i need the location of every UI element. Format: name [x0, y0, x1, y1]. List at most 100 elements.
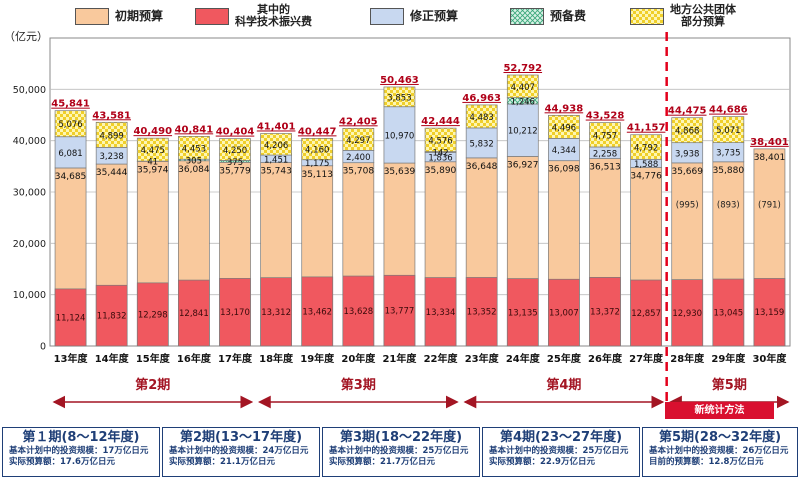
label-local: 4,250	[223, 146, 247, 156]
label-total: 40,490	[133, 126, 172, 137]
label-initial: 35,779	[219, 166, 251, 176]
label-initial: 35,639	[384, 167, 416, 177]
period-label: 第3期	[341, 377, 376, 393]
bar-local-budget	[301, 138, 334, 161]
label-revised: 5,832	[469, 139, 493, 149]
label-science: 13,159	[755, 308, 785, 318]
bar-local-budget	[260, 133, 292, 156]
label-initial: 36,513	[589, 163, 621, 173]
legend-swatch-science	[195, 7, 229, 25]
label-local: 4,868	[675, 127, 699, 137]
value-labels: 11,124 34,685 6,081 5,076 45,841 13年度 11,832 35…	[51, 63, 789, 365]
x-tick-label: 14年度	[95, 352, 130, 365]
legend-swatch-reserve	[510, 7, 544, 25]
bar-local-budget	[383, 86, 416, 108]
label-revised: 10,212	[508, 127, 538, 137]
label-science: 13,777	[385, 307, 415, 317]
label-science: 12,857	[631, 309, 661, 319]
label-total: 42,405	[339, 116, 378, 127]
y-axis: 0 10,000 20,000 30,000 40,000 50,000 （亿元）	[4, 30, 48, 353]
label-total: 52,792	[503, 63, 542, 74]
period-box-plan: 基本计划中的投资规模：25万亿日元	[489, 446, 629, 456]
bar-local-budget	[465, 104, 498, 129]
period-label: 第2期	[135, 377, 170, 393]
x-tick-label: 29年度	[711, 352, 746, 365]
x-tick-label: 27年度	[629, 352, 664, 365]
x-tick-label: 15年度	[136, 352, 171, 365]
label-total: 40,447	[298, 126, 337, 137]
legend-item-revised: 修正预算	[370, 2, 458, 30]
label-initial: 35,113	[301, 170, 333, 180]
bar-local-budget	[712, 116, 745, 143]
period-box-title: 第3期(18～22年度)	[339, 430, 463, 445]
y-tick-label: 0	[40, 342, 46, 353]
bar-local-budget	[589, 122, 621, 148]
x-tick-label: 25年度	[547, 352, 582, 365]
label-local: 4,483	[469, 113, 493, 123]
label-science: 12,930	[672, 309, 702, 319]
label-revised: 1,451	[264, 155, 288, 165]
period-box-actual: 实际预算额：21.1万亿日元	[169, 457, 275, 467]
bar-local-budget	[136, 137, 169, 162]
period-box-plan: 基本计划中的投资规模：25万亿日元	[329, 446, 469, 456]
label-local: 4,407	[511, 83, 535, 93]
period-box-actual: 目前的预算额：12.8万亿日元	[649, 457, 764, 467]
bar-science-budget	[95, 284, 128, 347]
label-local: 4,206	[264, 141, 288, 151]
bar-local-budget	[178, 135, 210, 160]
x-tick-label: 24年度	[506, 352, 541, 365]
bar-science-budget	[342, 275, 375, 347]
label-local: 5,071	[716, 126, 740, 136]
bar-revised-budget	[54, 136, 87, 169]
x-tick-label: 20年度	[341, 352, 376, 365]
bar-revised-budget	[383, 106, 416, 164]
label-revised: 10,970	[385, 131, 415, 141]
y-axis-label: （亿元）	[4, 30, 48, 43]
label-local: 3,853	[387, 93, 411, 103]
period-arrows: 第2期 第3期 第4期 第5期	[52, 32, 790, 420]
label-reserve: 1,246	[511, 97, 535, 107]
label-total: 42,444	[421, 116, 460, 127]
label-science: 13,045	[713, 309, 743, 319]
label-initial: 35,669	[671, 167, 703, 177]
label-science: 13,334	[426, 308, 456, 318]
label-local: 4,475	[141, 146, 165, 156]
bar-revised-budget	[506, 103, 539, 157]
x-tick-label: 22年度	[424, 352, 459, 365]
bar-local-budget	[95, 121, 128, 148]
label-revised: 1,588	[634, 160, 658, 170]
label-initial: 34,685	[55, 172, 87, 182]
label-revised: 3,238	[99, 152, 123, 162]
annotation-label: (893)	[717, 200, 740, 210]
label-local: 5,076	[58, 120, 82, 130]
label-science: 13,628	[343, 307, 373, 317]
legend-item-local: 地方公共团体 部分预算	[630, 2, 736, 30]
label-local: 4,453	[182, 144, 206, 154]
label-revised: 6,081	[58, 149, 82, 159]
label-initial: 38,401	[754, 153, 786, 163]
bar-local-budget	[548, 114, 580, 139]
x-tick-label: 17年度	[218, 352, 253, 365]
legend-label-initial: 初期预算	[115, 9, 164, 23]
bar-science-budget	[671, 279, 704, 347]
label-initial: 35,708	[343, 167, 375, 177]
annotation-label: (791)	[758, 200, 781, 210]
label-initial: 36,927	[507, 160, 539, 170]
x-tick-label: 16年度	[177, 352, 212, 365]
y-tick-label: 40,000	[13, 136, 46, 147]
label-science: 13,170	[220, 308, 250, 318]
bar-science-budget	[712, 278, 745, 347]
period-box-5: 第5期(28～32年度) 基本计划中的投资规模：26万亿日元 目前的预算额：12…	[642, 427, 798, 477]
period-box-3: 第3期(18～22年度) 基本计划中的投资规模：25万亿日元 实际预算额：21.…	[322, 427, 480, 477]
legend-label-revised: 修正预算	[410, 9, 459, 23]
period-label: 第5期	[712, 377, 747, 393]
x-tick-label: 13年度	[54, 352, 89, 365]
label-total: 44,686	[709, 105, 748, 116]
label-science: 13,312	[261, 308, 291, 318]
bar-science-budget	[219, 278, 251, 347]
bar-science-budget	[260, 277, 292, 347]
y-tick-label: 50,000	[13, 85, 46, 96]
new-method-badge: 新统计方法	[665, 402, 774, 419]
period-box-plan: 基本计划中的投资规模：17万亿日元	[9, 446, 149, 456]
legend-swatch-local	[630, 7, 664, 25]
